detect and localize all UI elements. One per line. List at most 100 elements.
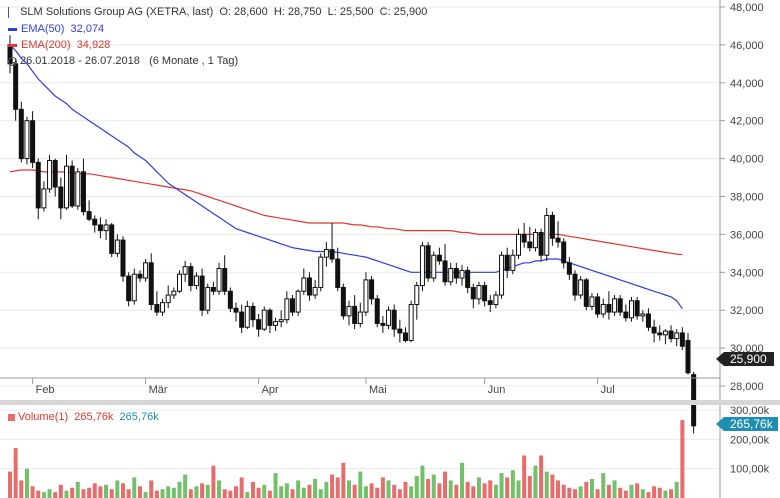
volume-bar (166, 486, 171, 498)
candle-body (216, 268, 222, 292)
ema50-value: 32,074 (70, 23, 105, 35)
candle-body (380, 322, 386, 326)
candle (329, 223, 335, 263)
candle (623, 304, 629, 322)
candle-body (199, 275, 205, 311)
period-label: (6 Monate , 1 Tag) (149, 55, 239, 67)
candle (645, 308, 651, 332)
candle (436, 247, 442, 265)
candle-body (493, 294, 499, 306)
candle-body (143, 262, 149, 279)
candle-body (470, 286, 476, 300)
candle-body (273, 321, 279, 326)
candle (199, 268, 205, 316)
candle-body (685, 340, 691, 374)
volume-bar (188, 489, 193, 498)
candle (363, 272, 369, 316)
candle (114, 234, 120, 258)
volume-bar (154, 490, 159, 498)
candle (278, 310, 284, 328)
candle-body (340, 286, 346, 317)
volume-bar (488, 480, 493, 498)
price-tick-label: 32,000 (730, 305, 764, 317)
candle (408, 300, 414, 343)
candle-body (210, 286, 216, 292)
volume-bar (104, 484, 109, 498)
volume-bar (437, 483, 442, 498)
candle-body (24, 120, 30, 160)
candle (600, 298, 606, 318)
candle (69, 160, 75, 208)
candle (516, 228, 521, 260)
candle (244, 300, 250, 330)
volume-axis-ticks: 300,00k 200,00k 100,00k (730, 405, 770, 476)
candle-body (549, 214, 555, 239)
volume-bar (669, 489, 674, 498)
candle-body (521, 233, 527, 243)
volume-bar (409, 486, 414, 498)
volume-bar (601, 473, 606, 498)
volume-bar (307, 484, 312, 498)
volume-bar (584, 481, 589, 498)
volume-bar (448, 480, 453, 498)
volume-bar (92, 483, 97, 498)
candle (414, 281, 420, 320)
candle-body (674, 332, 680, 340)
volume-bar (386, 480, 391, 498)
volume-bar (301, 487, 306, 498)
candle (668, 325, 674, 343)
candle (487, 295, 493, 313)
candle (431, 251, 437, 282)
last-price-label: 25,900 (716, 352, 774, 366)
candle-body (459, 269, 465, 279)
legend-ema200: EMA(200) 34,928 (8, 38, 110, 52)
volume-bar (680, 420, 685, 498)
candle-body (86, 211, 92, 220)
volume-bar (121, 483, 125, 498)
volume-bar (640, 489, 645, 498)
volume-bar (75, 481, 80, 498)
candle (323, 241, 329, 267)
candle (227, 287, 233, 313)
candle-body (312, 286, 318, 296)
candle-body (623, 311, 629, 319)
volume-bar (41, 492, 46, 498)
candle (391, 304, 397, 337)
volume-bar (635, 483, 640, 498)
candle (137, 270, 143, 282)
price-tick-label: 36,000 (730, 229, 764, 241)
candle (606, 291, 612, 320)
candle (448, 262, 454, 286)
candle (470, 283, 476, 309)
volume-bar (561, 484, 566, 498)
volume-bar (64, 490, 69, 498)
candle-body (436, 254, 442, 262)
candle (555, 221, 561, 248)
candle (465, 266, 471, 294)
month-tick-label: Feb (36, 384, 55, 396)
month-tick-label: Apr (262, 384, 279, 396)
candle-body (595, 296, 601, 315)
candle-body (397, 328, 403, 334)
candle-body (583, 279, 589, 307)
volume-tick-label: 100,00k (730, 464, 770, 476)
flag-icon (8, 6, 13, 18)
candle (120, 236, 126, 282)
candle-body (555, 237, 561, 243)
volume-bar (657, 487, 662, 498)
volume-bar (36, 490, 41, 498)
candle-body (165, 294, 171, 304)
candle (459, 264, 465, 286)
candle (58, 177, 64, 220)
candle (397, 319, 403, 343)
candle (674, 329, 680, 347)
volume-bar (149, 480, 154, 498)
candle-body (250, 305, 256, 321)
candle-body (419, 245, 425, 287)
candle (572, 270, 578, 301)
volume-bar (567, 487, 572, 498)
candle (499, 251, 505, 299)
candle-body (52, 159, 58, 188)
candle (222, 255, 228, 296)
volume-bar (228, 490, 233, 498)
